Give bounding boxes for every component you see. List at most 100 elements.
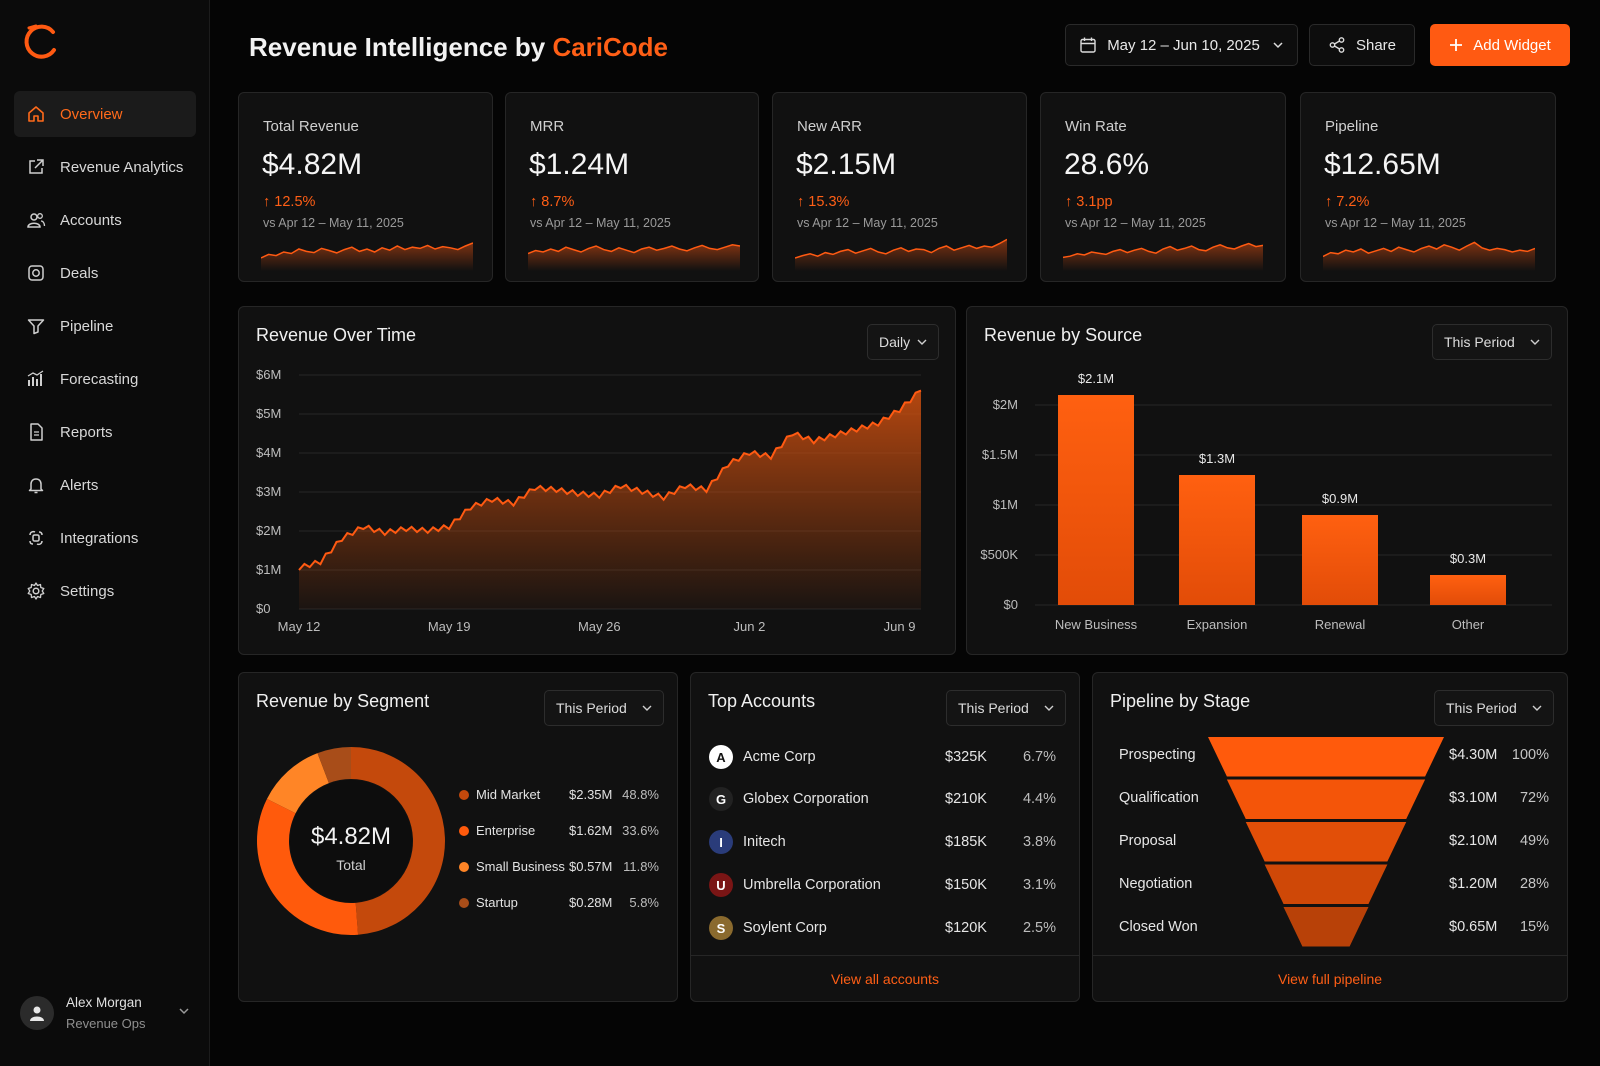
segment-donut-chart (257, 747, 446, 935)
view-full-pipeline-link[interactable]: View full pipeline (1093, 955, 1567, 1001)
sidebar-item-reports[interactable]: Reports (14, 409, 196, 455)
period-dropdown[interactable]: This Period (946, 690, 1066, 726)
bar-value-label: $1.3M (1199, 451, 1235, 466)
kpi-sparkline (261, 242, 473, 271)
period-dropdown[interactable]: This Period (1432, 324, 1552, 360)
sidebar-item-overview[interactable]: Overview (14, 91, 196, 137)
sidebar-item-integrations[interactable]: Integrations (14, 515, 196, 561)
add-widget-button[interactable]: Add Widget (1430, 24, 1570, 66)
kpi-card-pipeline[interactable]: Pipeline $12.65M ↑ 7.2% vs Apr 12 – May … (1300, 92, 1556, 282)
kpi-value: $2.15M (796, 148, 897, 181)
sparkline-area (1323, 242, 1535, 271)
date-range-picker[interactable]: May 12 – Jun 10, 2025 (1065, 24, 1298, 66)
kpi-card-win-rate[interactable]: Win Rate 28.6% ↑ 3.1pp vs Apr 12 – May 1… (1040, 92, 1286, 282)
soylent-logo-icon: S (709, 916, 733, 940)
sidebar-item-accounts[interactable]: Accounts (14, 197, 196, 243)
sidebar-item-label: Deals (60, 264, 99, 282)
date-range-label: May 12 – Jun 10, 2025 (1107, 36, 1260, 54)
sparkline-line (261, 242, 473, 259)
calendar-icon (1080, 37, 1096, 53)
y-tick-label: $1M (256, 562, 281, 577)
card-title: Revenue by Segment (256, 691, 430, 711)
kpi-value: 28.6% (1064, 148, 1150, 181)
share-button[interactable]: Share (1309, 24, 1415, 66)
granularity-dropdown[interactable]: Daily (867, 324, 939, 360)
sidebar-item-pipeline[interactable]: Pipeline (14, 303, 196, 349)
period-dropdown[interactable]: This Period (544, 690, 664, 726)
account-row[interactable]: U Umbrella Corporation $150K 3.1% (709, 871, 1059, 899)
revenue-over-time-chart: $6M $5M $4M $3M $2M $1M $0 May 12 May 19 May 26 Ju… (256, 367, 922, 634)
kpi-card-mrr[interactable]: MRR $1.24M ↑ 8.7% vs Apr 12 – May 11, 20… (505, 92, 759, 282)
account-row[interactable]: A Acme Corp $325K 6.7% (709, 743, 1059, 771)
kpi-delta: ↑ 12.5% (263, 194, 316, 210)
bar (1058, 395, 1134, 605)
revenue-by-segment-card: Revenue by Segment This Period $4.82M To… (238, 672, 678, 1002)
period-value: This Period (1446, 700, 1517, 716)
sidebar: Overview Revenue Analytics Accounts Deal… (0, 0, 210, 1066)
bar-chart-icon (26, 369, 46, 389)
sidebar-item-alerts[interactable]: Alerts (14, 462, 196, 508)
sidebar-item-label: Overview (60, 105, 123, 123)
sparkline-area (1063, 243, 1263, 271)
kpi-card-new-arr[interactable]: New ARR $2.15M ↑ 15.3% vs Apr 12 – May 1… (772, 92, 1027, 282)
chevron-down-icon (1530, 339, 1540, 345)
chevron-down-icon (917, 339, 927, 345)
share-label: Share (1355, 36, 1397, 54)
users-icon (26, 210, 46, 230)
funnel-stage (1226, 779, 1426, 819)
y-tick-label: $6M (256, 367, 281, 382)
legend-dot (459, 862, 469, 872)
account-row[interactable]: I Initech $185K 3.8% (709, 828, 1059, 856)
x-tick-label: Jun 9 (884, 619, 916, 634)
bar-value-label: $0.3M (1450, 551, 1486, 566)
kpi-comparison: vs Apr 12 – May 11, 2025 (797, 216, 938, 230)
donut-slice (351, 747, 446, 935)
sidebar-item-label: Pipeline (60, 317, 114, 335)
sidebar-item-label: Settings (60, 582, 115, 600)
revenue-line (298, 389, 922, 571)
segment-legend-item: Startup $0.28M 5.8% (459, 893, 659, 913)
top-accounts-card: Top Accounts This Period A Acme Corp $32… (690, 672, 1080, 1002)
chevron-down-icon (1273, 42, 1283, 49)
sidebar-item-forecasting[interactable]: Forecasting (14, 356, 196, 402)
kpi-card-total-revenue[interactable]: Total Revenue $4.82M ↑ 12.5% vs Apr 12 –… (238, 92, 493, 282)
revenue-area (299, 390, 921, 609)
kpi-label: New ARR (797, 118, 863, 135)
x-tick-label: May 12 (278, 619, 321, 634)
main-content: Revenue Intelligence by CariCode May 12 … (210, 0, 1600, 1066)
account-row[interactable]: G Globex Corporation $210K 4.4% (709, 785, 1059, 813)
y-tick-label: $1M (993, 497, 1018, 512)
sidebar-item-revenue-analytics[interactable]: Revenue Analytics (14, 144, 196, 190)
period-value: This Period (556, 700, 627, 716)
sidebar-item-deals[interactable]: Deals (14, 250, 196, 296)
kpi-label: Total Revenue (263, 118, 359, 135)
bar (1430, 575, 1506, 605)
arrow-up-icon: ↑ (530, 194, 538, 210)
segment-legend-item: Small Business $0.57M 11.8% (459, 857, 659, 877)
x-tick-label: May 19 (428, 619, 471, 634)
y-tick-label: $2M (993, 397, 1018, 412)
gear-icon (26, 581, 46, 601)
chevron-down-icon[interactable] (178, 1004, 190, 1022)
legend-dot (459, 898, 469, 908)
account-row[interactable]: S Soylent Corp $120K 2.5% (709, 914, 1059, 942)
donut-slice (317, 747, 351, 784)
umbrella-logo-icon: U (709, 873, 733, 897)
chevron-down-icon (1044, 705, 1054, 711)
user-menu[interactable]: Alex Morgan Revenue Ops (20, 990, 190, 1036)
sidebar-nav: Overview Revenue Analytics Accounts Deal… (14, 91, 196, 621)
kpi-delta: ↑ 7.2% (1325, 194, 1370, 210)
sidebar-item-label: Revenue Analytics (60, 158, 184, 176)
logo-icon[interactable] (20, 22, 60, 62)
plus-icon (1450, 39, 1463, 51)
view-all-accounts-link[interactable]: View all accounts (691, 955, 1079, 1001)
sidebar-item-settings[interactable]: Settings (14, 568, 196, 614)
x-category-label: Other (1452, 617, 1485, 632)
user-role: Revenue Ops (66, 1016, 146, 1031)
add-widget-label: Add Widget (1473, 36, 1551, 54)
period-dropdown[interactable]: This Period (1434, 690, 1554, 726)
user-name: Alex Morgan (66, 995, 142, 1010)
sparkline-area (528, 244, 740, 271)
sidebar-item-label: Integrations (60, 529, 139, 547)
